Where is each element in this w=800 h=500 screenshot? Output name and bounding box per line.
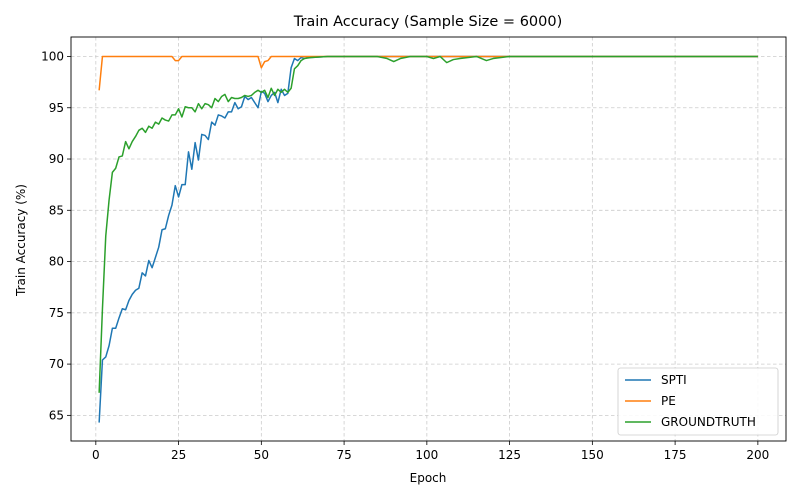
x-tick-label: 125 [498,448,521,462]
plot-frame [70,36,787,442]
x-tick-label: 150 [581,448,604,462]
y-axis-label: Train Accuracy (%) [14,184,28,297]
y-tick-label: 75 [49,306,64,320]
axis-ticks: 0 25 50 75 100 125 150 175 200 65 70 75 80 85 90 95 100 [41,49,769,462]
series-line-pe [98,55,758,91]
x-tick-label: 50 [254,448,269,462]
chart-title: Train Accuracy (Sample Size = 6000) [293,14,563,30]
series-line-groundtruth [98,55,758,393]
series-line-spti [98,55,758,423]
y-tick-label: 85 [49,203,64,217]
y-tick-label: 95 [49,101,64,115]
x-tick-label: 100 [415,448,438,462]
legend-label-pe: PE [661,394,676,408]
legend: SPTI PE GROUNDTRUTH [617,367,779,436]
y-tick-label: 70 [49,357,64,371]
x-tick-label: 200 [746,448,769,462]
y-tick-label: 80 [49,255,64,269]
x-tick-label: 25 [171,448,186,462]
legend-box [617,367,779,436]
legend-label-spti: SPTI [661,373,687,387]
y-tick-label: 65 [49,408,64,422]
x-tick-label: 75 [336,448,351,462]
x-tick-label: 0 [92,448,100,462]
series-lines [98,55,758,423]
y-tick-label: 90 [49,152,64,166]
x-axis-label: Epoch [410,471,447,485]
x-tick-label: 175 [664,448,687,462]
legend-label-groundtruth: GROUNDTRUTH [661,415,756,429]
y-tick-label: 100 [41,49,64,63]
